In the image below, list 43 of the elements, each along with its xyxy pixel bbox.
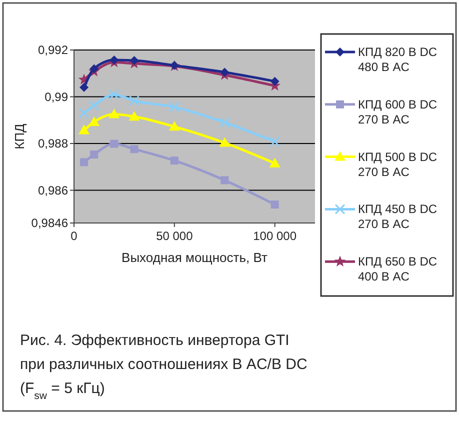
point <box>88 100 100 111</box>
x-axis-title: Выходная мощность, Вт <box>122 250 268 265</box>
point <box>169 102 180 112</box>
point <box>168 121 180 131</box>
text: Рис. 4. Эффективность инвертора GTI при различных соотношениях В AC/В DC (F$_{sw}$ = 5 кГц) <box>20 332 308 402</box>
point <box>88 116 100 126</box>
y-tick-label: 0,986 <box>38 183 68 198</box>
point <box>108 108 120 118</box>
point <box>220 68 230 77</box>
point <box>270 76 280 86</box>
point <box>269 158 280 168</box>
y-tick-label: 0,99 <box>44 90 68 104</box>
legend-label: КПД 650 В DC 400 В AC <box>358 254 438 284</box>
point <box>219 137 230 147</box>
x-tick-label: 100 000 <box>253 229 297 243</box>
y-tick-label: 0,988 <box>38 136 68 151</box>
point <box>80 158 88 166</box>
point <box>78 108 90 118</box>
point <box>78 124 90 134</box>
point <box>110 140 118 148</box>
legend-label: КПД 820 В DC 480 В AC <box>358 45 438 74</box>
y-tick-label: 0,9846 <box>31 216 68 230</box>
point <box>129 95 140 106</box>
point <box>110 56 119 65</box>
y-tick-label: 0,992 <box>38 43 68 58</box>
point <box>220 176 229 184</box>
point <box>80 82 89 92</box>
y-axis-title: КПД <box>12 123 27 150</box>
x-tick-label: 50 000 <box>156 229 194 243</box>
x-tick-label: 0 <box>70 229 78 243</box>
point <box>270 200 279 209</box>
point <box>128 111 140 121</box>
legend-label: КПД 500 В DC 270 В AC <box>358 150 438 179</box>
legend-label: КПД 600 В DC 270 В AC <box>358 97 438 126</box>
point <box>170 156 178 165</box>
point <box>90 64 99 74</box>
point <box>90 150 98 158</box>
point <box>130 145 138 154</box>
point <box>270 136 280 147</box>
point <box>130 56 139 66</box>
point <box>219 117 230 128</box>
legend-label: КПД 450 В DC 270 В AC <box>358 202 438 232</box>
point <box>108 89 120 100</box>
